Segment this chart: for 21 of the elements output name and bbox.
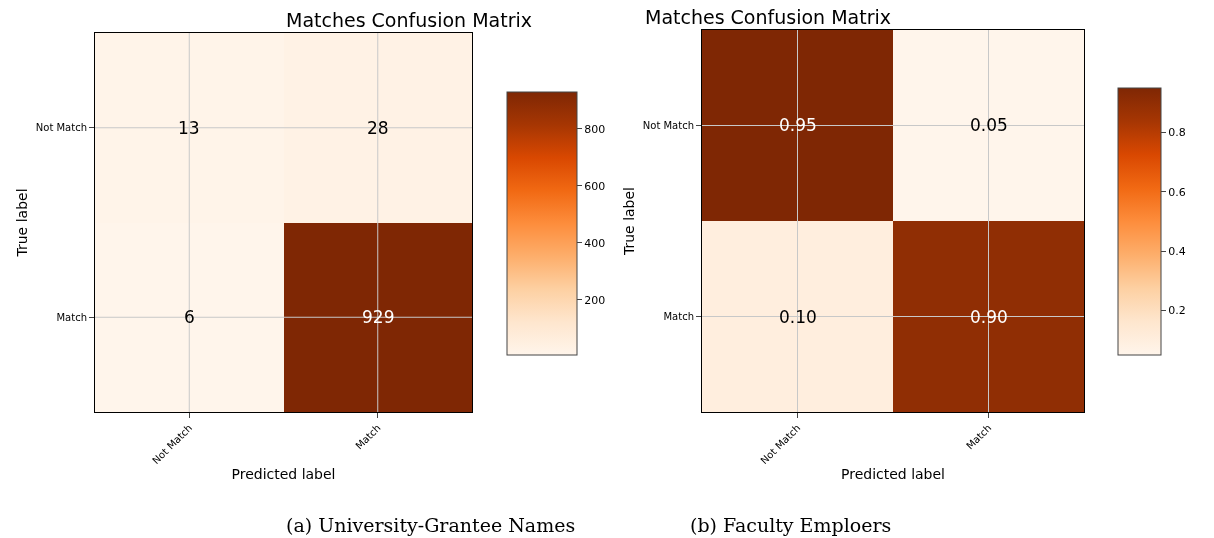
x-axis-title: Predicted label — [231, 466, 336, 483]
data-label: 13 — [178, 118, 200, 138]
text: (b) Faculty Emploers — [690, 514, 892, 536]
data-label: 0.05 — [970, 115, 1008, 135]
x-axis-title: Predicted label — [840, 466, 946, 483]
color-bar-label: 0.2 — [1168, 304, 1186, 318]
color-bar-label: 0.6 — [1168, 185, 1186, 199]
data-label: 28 — [367, 118, 389, 138]
color-bar-label: 0.4 — [1168, 245, 1186, 259]
data-label: 0.10 — [779, 307, 817, 327]
color-bar-label: 0.8 — [1168, 126, 1186, 140]
chart-title: Matches Confusion Matrix — [645, 6, 891, 28]
chart-title: Matches Confusion Matrix — [286, 9, 532, 31]
color-bar-label: 200 — [584, 293, 606, 307]
y-axis-title: True label — [14, 188, 31, 258]
color-bar-label: 400 — [584, 236, 606, 250]
y-axis-title: True label — [621, 186, 638, 257]
text: (a) University-Grantee Names — [286, 514, 576, 536]
data-label: 6 — [184, 307, 195, 327]
color-bar-label: 800 — [584, 122, 606, 136]
color-bar-label: 600 — [584, 179, 606, 193]
